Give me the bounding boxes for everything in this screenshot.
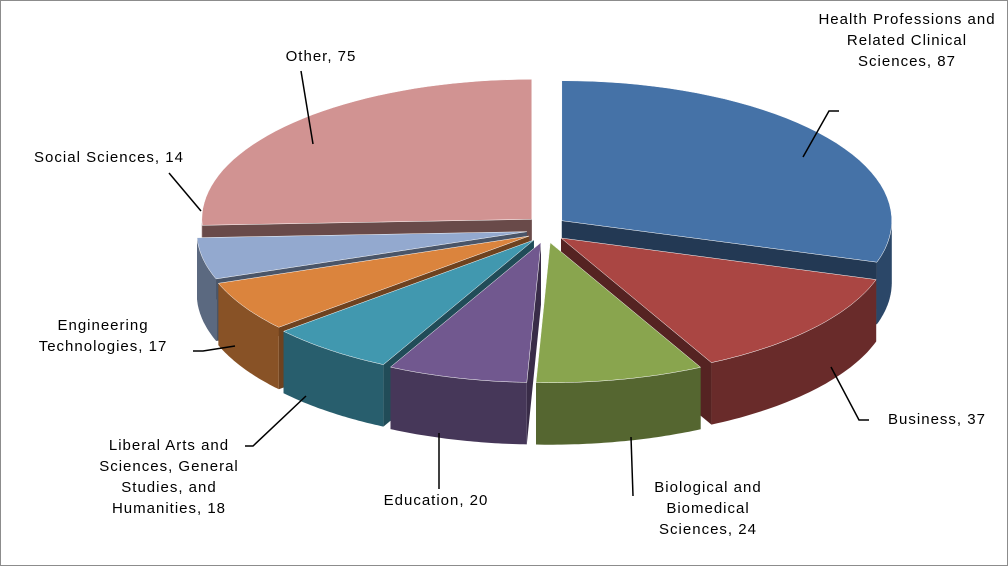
data-label: Other, 75 [285, 48, 357, 65]
leader-line [193, 345, 236, 352]
data-label: Liberal Arts and Sciences, General Studi… [99, 437, 239, 517]
slice-wall [197, 237, 217, 341]
slice-wall [876, 220, 892, 325]
data-label: Education, 20 [383, 492, 489, 509]
slice [196, 231, 527, 280]
leader-line [830, 366, 869, 421]
slice-wall [390, 367, 527, 445]
data-label: Business, 37 [888, 411, 986, 428]
slice [535, 242, 702, 383]
slice [217, 235, 530, 328]
data-label: Social Sciences, 14 [34, 149, 184, 166]
data-label: Health Professions and Related Clinical … [818, 11, 996, 70]
leader-line [300, 70, 314, 145]
slice [201, 79, 533, 226]
leader-lines [168, 70, 869, 497]
data-label: Engineering Technologies, 17 [38, 317, 168, 355]
data-label: Biological and Biomedical Sciences, 24 [654, 479, 762, 538]
leader-line [630, 436, 634, 497]
slice [389, 241, 542, 383]
slice-wall [283, 331, 384, 427]
slice [282, 239, 535, 365]
slice-wall [218, 283, 279, 390]
leader-line [168, 172, 202, 212]
leader-line [802, 110, 839, 158]
slice [561, 80, 892, 263]
slices [196, 79, 892, 445]
slice-wall [536, 367, 701, 445]
leader-line [245, 395, 307, 447]
slice [560, 237, 877, 363]
slice-wall [711, 279, 877, 425]
